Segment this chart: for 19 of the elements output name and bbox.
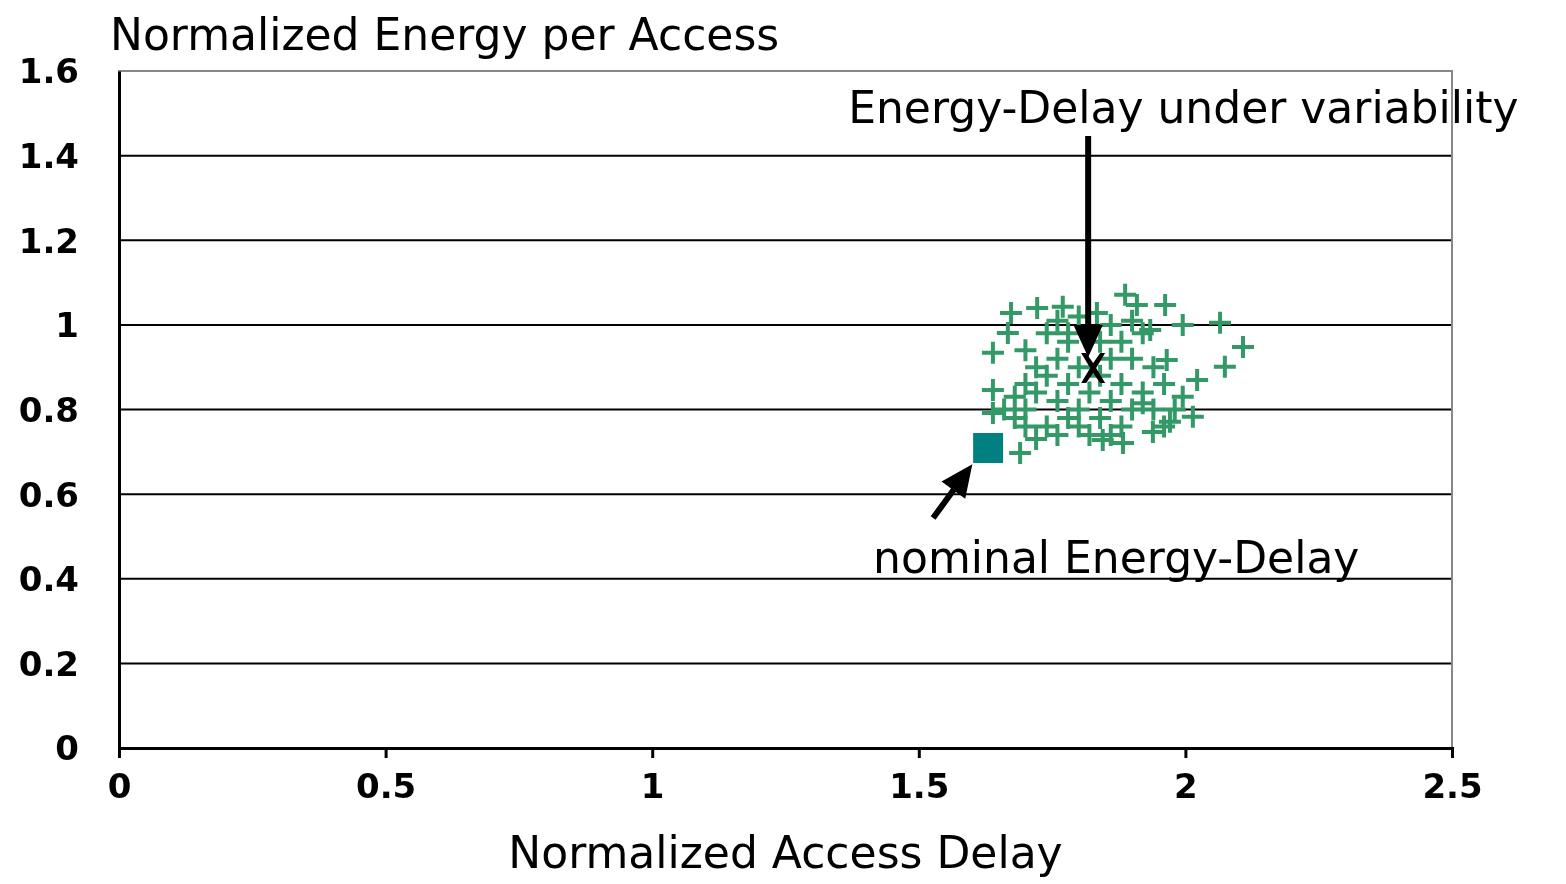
y-tick-label: 1.6 xyxy=(18,51,79,92)
y-tick-label: 1.2 xyxy=(18,220,79,261)
x-tick-label: 0.5 xyxy=(355,766,417,807)
x-tick-label: 0 xyxy=(107,766,132,807)
x-tick-label: 2 xyxy=(1174,766,1198,807)
y-tick-label: 0.8 xyxy=(18,389,79,430)
x-axis-title: Normalized Access Delay xyxy=(508,827,1063,878)
x-tick-label: 1 xyxy=(640,766,665,807)
y-axis-title: Normalized Energy per Access xyxy=(110,9,780,60)
y-tick-label: 0 xyxy=(55,728,79,769)
y-tick-label: 1 xyxy=(55,305,79,346)
annotation: nominal Energy-Delay xyxy=(873,532,1360,583)
x-tick-label: 2.5 xyxy=(1422,766,1483,807)
y-tick-label: 0.2 xyxy=(18,643,79,684)
x-tick-label: 1.5 xyxy=(889,766,950,807)
y-tick-label: 1.4 xyxy=(18,136,79,177)
annotation: Energy-Delay under variability xyxy=(848,82,1519,134)
y-tick-label: 0.6 xyxy=(18,474,79,515)
y-tick-label: 0.4 xyxy=(18,559,79,600)
